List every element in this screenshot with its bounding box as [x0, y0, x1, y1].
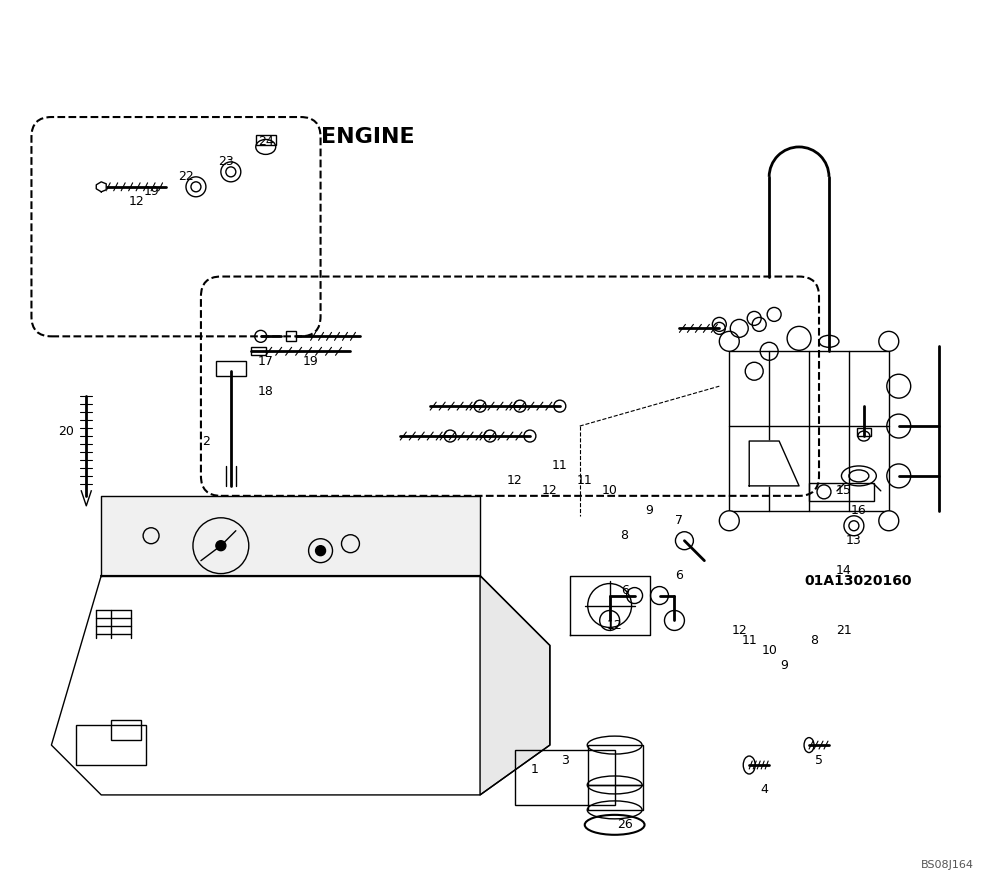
Text: 3: 3	[561, 754, 569, 767]
Text: BS08J164: BS08J164	[921, 859, 974, 870]
Polygon shape	[51, 575, 550, 795]
Text: 11: 11	[741, 633, 757, 647]
Bar	[216, 361, 246, 376]
Polygon shape	[749, 441, 799, 486]
Text: 17: 17	[258, 355, 274, 367]
Text: 11: 11	[577, 474, 593, 487]
Text: 16: 16	[851, 504, 867, 517]
Text: 7: 7	[675, 514, 683, 527]
Text: 12: 12	[607, 619, 623, 632]
Text: 1: 1	[531, 763, 539, 777]
Text: 5: 5	[815, 754, 823, 767]
Circle shape	[879, 332, 899, 351]
Text: 26: 26	[617, 818, 632, 831]
Text: 18: 18	[258, 384, 274, 398]
Text: 10: 10	[602, 485, 618, 497]
Text: 24: 24	[258, 135, 274, 149]
Bar	[76, 725, 146, 765]
Polygon shape	[570, 575, 650, 635]
Bar	[588, 745, 643, 785]
Text: 11: 11	[552, 460, 568, 472]
Circle shape	[216, 540, 226, 551]
Text: 23: 23	[218, 155, 234, 168]
Bar	[515, 750, 615, 805]
Circle shape	[849, 521, 859, 530]
Bar	[256, 135, 276, 145]
Text: 12: 12	[128, 195, 144, 208]
Polygon shape	[96, 182, 106, 192]
Text: 4: 4	[760, 783, 768, 797]
Circle shape	[316, 546, 326, 556]
Circle shape	[191, 182, 201, 192]
Text: 6: 6	[676, 569, 683, 582]
Bar	[111, 720, 141, 740]
Text: 8: 8	[621, 530, 629, 542]
Text: 12: 12	[507, 474, 523, 487]
Text: 19: 19	[143, 185, 159, 198]
Text: 21: 21	[836, 624, 852, 637]
Text: ENGINE: ENGINE	[321, 127, 414, 147]
Bar	[809, 483, 874, 501]
Text: 9: 9	[646, 504, 653, 517]
Text: 14: 14	[836, 564, 852, 577]
Bar	[588, 785, 643, 810]
Text: 12: 12	[542, 485, 558, 497]
Polygon shape	[480, 575, 550, 795]
Bar	[857, 428, 871, 436]
Circle shape	[719, 332, 739, 351]
Text: 9: 9	[780, 659, 788, 672]
Text: 01A13020160: 01A13020160	[804, 573, 912, 588]
Text: 19: 19	[303, 355, 318, 367]
Text: 12: 12	[731, 624, 747, 637]
Circle shape	[719, 511, 739, 530]
Text: 15: 15	[836, 485, 852, 497]
Bar	[251, 348, 266, 356]
Text: 10: 10	[761, 644, 777, 657]
Text: 13: 13	[846, 534, 862, 547]
Text: 22: 22	[178, 170, 194, 184]
Circle shape	[879, 511, 899, 530]
Text: 2: 2	[202, 435, 210, 447]
Text: 20: 20	[58, 425, 74, 437]
Text: 6: 6	[621, 584, 629, 597]
Text: 8: 8	[810, 633, 818, 647]
Bar	[286, 332, 296, 341]
Polygon shape	[101, 495, 480, 575]
